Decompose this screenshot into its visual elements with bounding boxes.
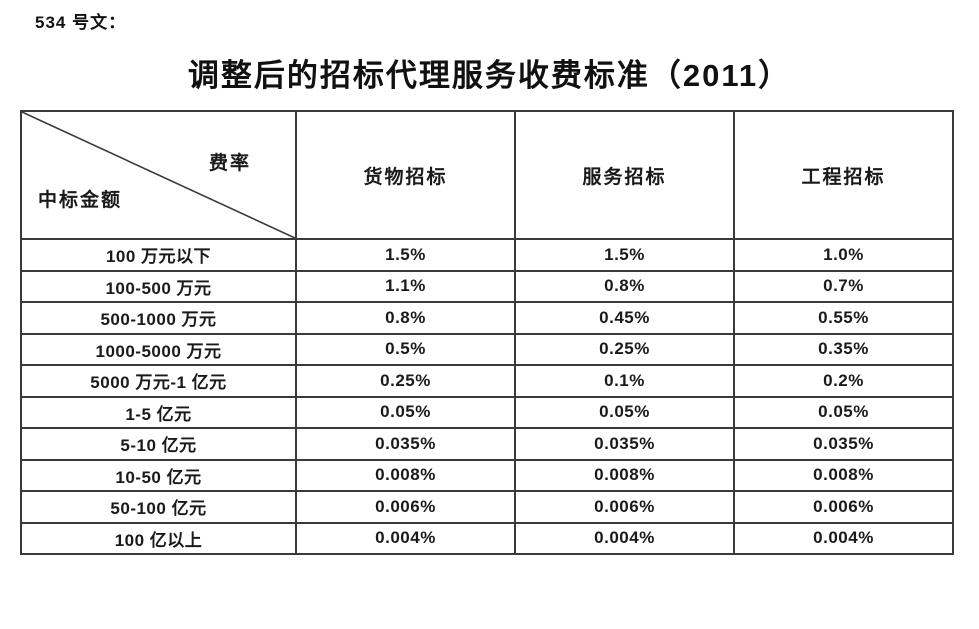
page-title: 调整后的招标代理服务收费标准（2011） [187,58,792,93]
amount-range-cell: 5-10 亿元 [20,427,297,461]
fee-rate-cell: 0.004% [514,521,735,555]
table-row: 50-100 亿元 0.006% 0.006% 0.006% [20,490,954,524]
amount-range-cell: 50-100 亿元 [20,490,297,524]
amount-range-cell: 5000 万元-1 亿元 [20,364,297,398]
fee-rate-cell: 1.5% [514,238,735,272]
fee-rate-cell: 0.004% [733,521,954,555]
fee-rate-cell: 1.5% [295,238,516,272]
fee-rate-cell: 0.006% [733,490,954,524]
corner-label-fee-rate: 费率 [208,153,251,174]
amount-range-cell: 500-1000 万元 [20,301,297,335]
fee-rate-cell: 0.1% [514,364,735,398]
table-row: 1000-5000 万元 0.5% 0.25% 0.35% [20,332,954,366]
fee-rate-cell: 0.8% [514,269,735,303]
fee-rate-cell: 0.008% [295,458,516,492]
fee-rate-cell: 0.25% [295,364,516,398]
fee-rate-cell: 0.7% [733,269,954,303]
fee-rate-cell: 0.004% [295,521,516,555]
doc-number-label: 534 号文： [35,13,127,32]
fee-rate-cell: 0.05% [514,395,735,429]
amount-range-cell: 1000-5000 万元 [20,332,297,366]
amount-range-cell: 100 亿以上 [20,521,297,555]
fee-rate-cell: 0.035% [514,427,735,461]
fee-rate-cell: 0.8% [295,301,516,335]
table-row: 1-5 亿元 0.05% 0.05% 0.05% [20,395,954,429]
fee-rate-cell: 0.45% [514,301,735,335]
table-row: 500-1000 万元 0.8% 0.45% 0.55% [20,301,954,335]
table-row: 5000 万元-1 亿元 0.25% 0.1% 0.2% [20,364,954,398]
fee-rate-cell: 0.05% [295,395,516,429]
fee-rate-cell: 0.008% [514,458,735,492]
fee-rate-cell: 0.006% [295,490,516,524]
fee-rate-cell: 1.1% [295,269,516,303]
column-header-engineering: 工程招标 [733,110,954,240]
corner-label-bid-amount: 中标金额 [38,190,123,211]
fee-rate-cell: 0.008% [733,458,954,492]
fee-rate-cell: 0.55% [733,301,954,335]
fee-rate-cell: 0.5% [295,332,516,366]
amount-range-cell: 10-50 亿元 [20,458,297,492]
fee-rate-cell: 0.35% [733,332,954,366]
fee-rate-cell: 0.035% [733,427,954,461]
table-row: 5-10 亿元 0.035% 0.035% 0.035% [20,427,954,461]
table-row: 100-500 万元 1.1% 0.8% 0.7% [20,269,954,303]
diagonal-line [22,112,295,238]
amount-range-cell: 100 万元以下 [20,238,297,272]
fee-rate-cell: 0.2% [733,364,954,398]
table-row: 100 亿以上 0.004% 0.004% 0.004% [20,521,954,555]
fee-rate-cell: 0.25% [514,332,735,366]
column-header-services: 服务招标 [514,110,735,240]
table-row: 10-50 亿元 0.008% 0.008% 0.008% [20,458,954,492]
column-header-goods: 货物招标 [295,110,516,240]
fee-table: 费率 中标金额 货物招标 服务招标 工程招标 100 万元以下 1.5% 1.5% 1… [20,110,954,555]
amount-range-cell: 1-5 亿元 [20,395,297,429]
fee-rate-cell: 0.05% [733,395,954,429]
fee-rate-cell: 0.035% [295,427,516,461]
diagonal-header-cell: 费率 中标金额 [20,110,297,240]
amount-range-cell: 100-500 万元 [20,269,297,303]
header-row: 费率 中标金额 货物招标 服务招标 工程招标 [20,110,954,240]
fee-rate-cell: 1.0% [733,238,954,272]
fee-rate-cell: 0.006% [514,490,735,524]
fee-table-body: 100 万元以下 1.5% 1.5% 1.0% 100-500 万元 1.1% 0.8% 0.… [20,238,954,555]
table-row: 100 万元以下 1.5% 1.5% 1.0% [20,238,954,272]
